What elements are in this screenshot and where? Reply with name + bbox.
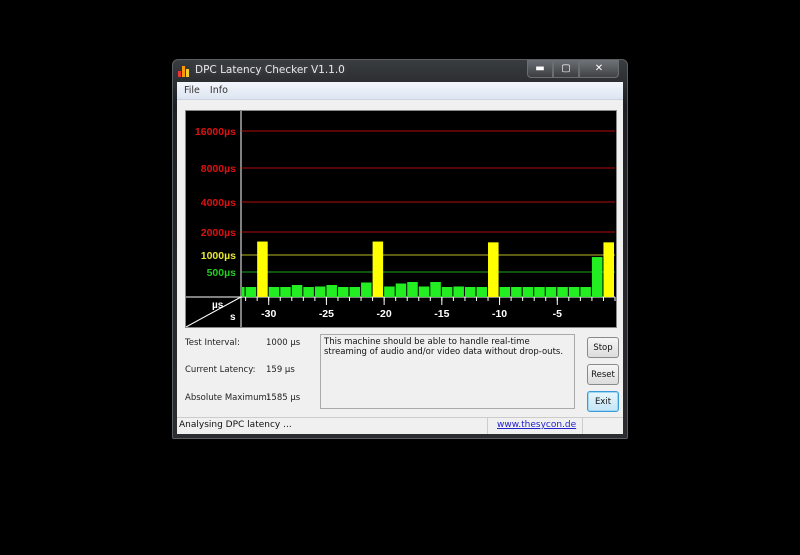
status-text: Analysing DPC latency ... [179,420,292,430]
latency-bar [591,257,603,297]
latency-bar [499,287,511,297]
latency-bar [303,287,314,297]
latency-bar [257,241,268,297]
x-tick-label: -15 [434,308,449,320]
x-tick-label: -25 [319,308,334,320]
window-title: DPC Latency Checker V1.1.0 [195,64,345,76]
absolute-max-label: Absolute Maximum: [185,393,270,403]
latency-bar [568,287,580,297]
latency-bar [395,283,407,297]
latency-bar [326,285,337,297]
app-window: DPC Latency Checker V1.1.0 ▬ ▢ ✕ File In… [172,59,628,439]
axis-corner-diagonal [185,296,242,328]
latency-bar [511,287,522,297]
latency-bar [245,287,257,297]
website-link[interactable]: www.thesycon.de [497,420,577,430]
current-latency-label: Current Latency: [185,365,256,375]
latency-bar [534,287,545,297]
latency-chart: 16000µs 8000µs 4000µs 2000µs 1000µs 500µs -30 -… [185,110,617,328]
test-interval-label: Test Interval: [185,338,240,348]
menu-file[interactable]: File [184,85,200,96]
latency-bar [580,287,591,297]
y-tick-label: 1000µs [201,250,236,262]
latency-bar [372,241,384,297]
test-interval-value: 1000 µs [266,338,301,348]
latency-bar [280,287,291,297]
reset-button[interactable]: Reset [587,364,619,385]
latency-bar [384,286,395,297]
y-tick-label: 4000µs [201,197,236,209]
latency-bar [441,287,453,297]
status-message: This machine should be able to handle re… [320,334,575,409]
y-tick-label: 2000µs [201,227,236,239]
latency-bar [349,287,361,297]
y-tick-label: 16000µs [195,126,236,138]
y-tick-label: 500µs [207,267,237,279]
menu-info[interactable]: Info [209,85,228,96]
latency-bar [407,282,418,297]
chart-svg: 16000µs 8000µs 4000µs 2000µs 1000µs 500µs -30 -… [185,111,616,328]
latency-bar [337,287,349,297]
latency-bar [464,287,476,297]
latency-bar [545,287,557,297]
minimize-button[interactable]: ▬ [527,60,553,78]
app-icon [178,66,190,77]
x-unit-label: s [230,312,236,323]
latency-bar [453,286,464,297]
current-latency-value: 159 µs [266,365,295,375]
latency-bar [418,286,430,297]
x-tick-label: -5 [553,308,562,320]
y-tick-label: 8000µs [201,163,236,175]
status-bar: Analysing DPC latency ... www.thesycon.d… [177,417,623,434]
close-button[interactable]: ✕ [579,60,619,78]
latency-bar [488,242,499,297]
latency-bar [291,285,303,297]
latency-bar [242,287,245,297]
latency-bar [603,242,614,297]
latency-bar [476,287,488,297]
latency-bar [268,287,280,297]
latency-bar [430,282,441,297]
latency-bar [361,282,372,297]
y-unit-label: µs [212,300,224,311]
absolute-max-value: 1585 µs [266,393,301,403]
menu-bar: File Info [177,82,623,100]
x-tick-label: -20 [377,308,392,320]
latency-bar [314,286,326,297]
x-tick-label: -10 [492,308,507,320]
maximize-button[interactable]: ▢ [553,60,579,78]
stop-button[interactable]: Stop [587,337,619,358]
client-area: File Info 16000µs 8000µs 4000µs 2000µs 1000µ… [177,82,623,434]
x-tick-label: -30 [261,308,276,320]
latency-bar [557,287,568,297]
latency-bar [522,287,534,297]
exit-button[interactable]: Exit [587,391,619,412]
